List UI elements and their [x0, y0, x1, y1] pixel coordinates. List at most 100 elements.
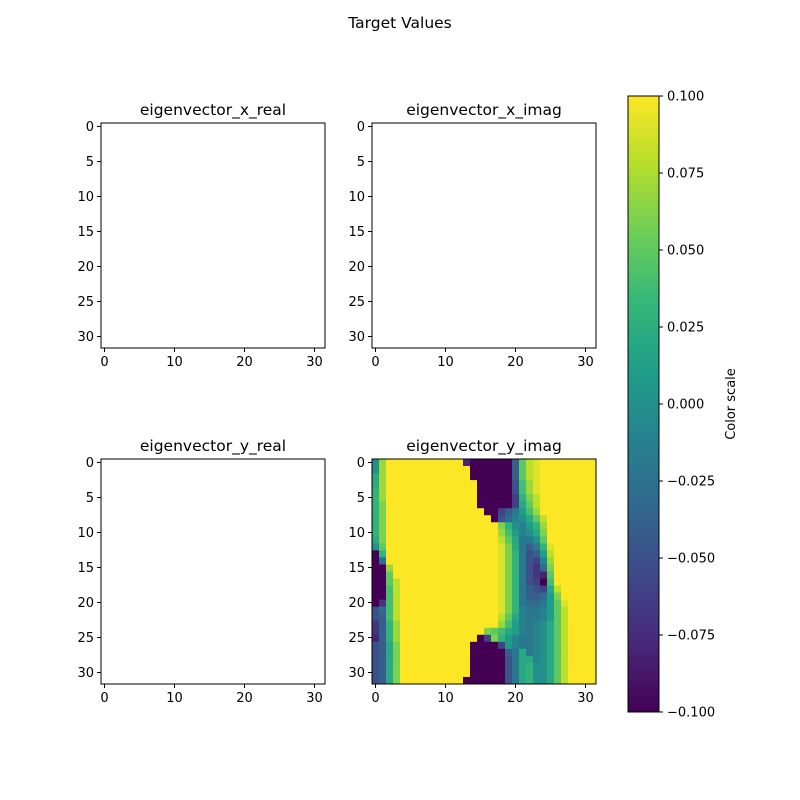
heatmap-cell: [533, 473, 541, 481]
heatmap-cell: [470, 494, 478, 502]
heatmap-cell: [393, 627, 401, 636]
y-tick-label: 0: [357, 456, 365, 471]
y-tick-label: 20: [348, 260, 365, 275]
heatmap-cell: [463, 592, 471, 601]
heatmap-cell: [484, 473, 492, 481]
heatmap-cell: [400, 592, 408, 601]
heatmap-cell: [372, 571, 380, 579]
heatmap-cell: [442, 648, 450, 657]
heatmap-cell: [463, 480, 471, 488]
heatmap-cell: [582, 473, 590, 481]
heatmap-cell: [477, 557, 485, 565]
heatmap-cell: [547, 634, 555, 643]
heatmap-cell: [463, 613, 471, 622]
heatmap-cell: [519, 592, 527, 601]
heatmap-cell: [386, 473, 394, 481]
heatmap-cell: [589, 480, 597, 488]
heatmap-cell: [477, 564, 485, 572]
heatmap-cell: [498, 662, 506, 671]
heatmap-cell: [386, 487, 394, 495]
heatmap-cell: [554, 508, 562, 516]
heatmap-cell: [589, 592, 597, 601]
heatmap-cell: [442, 557, 450, 565]
heatmap-cell: [386, 613, 394, 622]
x-tick-label: 0: [100, 355, 108, 370]
heatmap-cell: [526, 613, 534, 622]
heatmap-cell: [435, 459, 443, 467]
heatmap-cell: [512, 571, 520, 579]
heatmap-cell: [498, 627, 506, 636]
y-tick-label: 5: [86, 491, 94, 506]
heatmap-cell: [575, 536, 583, 544]
heatmap-cell: [372, 669, 380, 678]
heatmap-cell: [414, 550, 422, 558]
heatmap-cell: [407, 564, 415, 572]
heatmap-cell: [470, 634, 478, 643]
heatmap-cell: [372, 662, 380, 671]
heatmap-cell: [554, 522, 562, 530]
heatmap-cell: [505, 543, 513, 551]
heatmap-cell: [484, 648, 492, 657]
heatmap-cell: [456, 641, 464, 650]
heatmap-cell: [442, 655, 450, 664]
heatmap-cell: [554, 592, 562, 601]
heatmap-cell: [540, 550, 548, 558]
heatmap-cell: [442, 466, 450, 474]
heatmap-cell: [407, 543, 415, 551]
heatmap-cell: [589, 508, 597, 516]
heatmap-cell: [421, 501, 429, 509]
y-tick-label: 10: [348, 190, 365, 205]
heatmap-cell: [512, 592, 520, 601]
heatmap-cell: [421, 487, 429, 495]
heatmap-cell: [428, 487, 436, 495]
subplot-eigenvector-y-real: eigenvector_y_real 0 10 20 30 0 5 10 15 20 25 30: [77, 437, 326, 706]
heatmap-cell: [498, 480, 506, 488]
heatmap-cell: [547, 606, 555, 615]
heatmap-cell: [372, 508, 380, 516]
heatmap-cell: [540, 662, 548, 671]
heatmap-cell: [554, 459, 562, 467]
heatmap-cell: [498, 487, 506, 495]
heatmap-cell: [491, 508, 499, 516]
heatmap-cell: [456, 480, 464, 488]
heatmap-cell: [568, 655, 576, 664]
heatmap-cell: [589, 522, 597, 530]
heatmap-cell: [582, 571, 590, 579]
heatmap-cell: [561, 466, 569, 474]
heatmap-cell: [582, 655, 590, 664]
heatmap-cell: [435, 487, 443, 495]
heatmap-cell: [519, 641, 527, 650]
heatmap-cell: [428, 662, 436, 671]
heatmap-cell: [456, 634, 464, 643]
heatmap-cell: [498, 543, 506, 551]
heatmap-cell: [386, 494, 394, 502]
heatmap-cell: [582, 487, 590, 495]
heatmap-cell: [533, 543, 541, 551]
heatmap-cell: [386, 655, 394, 664]
heatmap-cell: [379, 571, 387, 579]
heatmap-cell: [449, 620, 457, 629]
heatmap-cell: [526, 599, 534, 608]
heatmap-cell: [428, 501, 436, 509]
heatmap-cell: [477, 599, 485, 608]
heatmap-cell: [575, 676, 583, 685]
heatmap-cell: [477, 648, 485, 657]
heatmap-cell: [526, 543, 534, 551]
heatmap-cell: [540, 578, 548, 586]
heatmap-cell: [505, 641, 513, 650]
heatmap-cell: [568, 508, 576, 516]
heatmap-cell: [512, 578, 520, 586]
heatmap-cell: [505, 655, 513, 664]
heatmap-cell: [575, 473, 583, 481]
heatmap-cell: [407, 466, 415, 474]
heatmap-cell: [526, 606, 534, 615]
heatmap-cell: [561, 459, 569, 467]
heatmap-cell: [568, 466, 576, 474]
heatmap-cell: [449, 459, 457, 467]
heatmap-cell: [449, 480, 457, 488]
heatmap-cell: [442, 543, 450, 551]
heatmap-cell: [547, 473, 555, 481]
heatmap-cell: [372, 494, 380, 502]
heatmap-cell: [491, 487, 499, 495]
heatmap-cell: [512, 585, 520, 593]
